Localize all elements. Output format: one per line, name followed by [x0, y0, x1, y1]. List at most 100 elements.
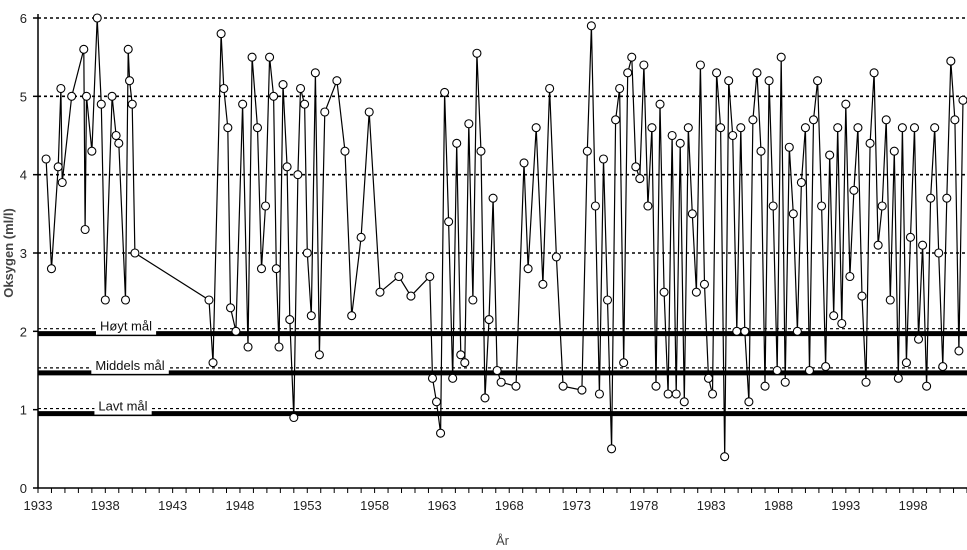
data-point: [300, 99, 310, 109]
data-point: [744, 397, 754, 407]
x-tick-label: 1933: [24, 498, 53, 513]
data-point: [96, 99, 106, 109]
x-tick-label: 1978: [629, 498, 658, 513]
y-tick-label: 5: [20, 89, 27, 104]
data-point: [934, 248, 944, 258]
data-point: [480, 393, 490, 403]
data-point: [320, 107, 330, 117]
data-point: [639, 60, 649, 70]
data-point: [332, 76, 342, 86]
data-point: [772, 365, 782, 376]
data-point: [861, 377, 871, 387]
data-point: [452, 138, 462, 148]
data-point: [285, 315, 295, 325]
data-point: [825, 150, 835, 160]
data-point: [922, 381, 932, 391]
data-point: [873, 240, 883, 250]
data-point: [893, 373, 903, 383]
data-point: [675, 138, 685, 148]
axes: År Oksygen (ml/l) 0 1 2 3 4 5 6 1933 1938 1943 194…: [1, 11, 967, 548]
data-point: [464, 119, 474, 129]
data-point: [53, 162, 63, 172]
reference-line-label: Høyt mål: [100, 319, 152, 334]
data-point: [440, 87, 450, 97]
data-point: [204, 295, 214, 305]
data-point: [364, 107, 374, 117]
y-tick-label: 6: [20, 11, 27, 26]
data-point: [306, 311, 316, 321]
data-point: [256, 264, 267, 274]
data-point: [87, 146, 97, 156]
data-point: [607, 444, 617, 454]
data-point: [79, 44, 89, 54]
data-point: [776, 52, 786, 62]
data-point: [247, 52, 257, 62]
data-point: [611, 115, 621, 125]
x-tick-label: 1943: [158, 498, 187, 513]
data-point: [81, 91, 92, 101]
data-point: [225, 303, 236, 313]
data-point: [111, 130, 121, 141]
data-point: [278, 80, 288, 90]
data-point: [80, 224, 90, 235]
data-point: [120, 295, 131, 305]
data-point: [57, 177, 67, 188]
data-point: [853, 123, 863, 133]
data-point: [699, 279, 710, 289]
y-tick-label: 1: [20, 403, 27, 418]
data-point: [260, 201, 271, 211]
x-tick-label: 1988: [764, 498, 793, 513]
data-point: [829, 311, 839, 321]
data-point: [623, 68, 633, 78]
reference-line-label: Middels mål: [95, 358, 164, 373]
data-point: [736, 123, 746, 133]
x-tick-label: 1968: [495, 498, 524, 513]
data-point: [551, 252, 561, 262]
data-point: [643, 201, 653, 211]
data-point: [800, 123, 810, 133]
data-point: [582, 146, 592, 156]
data-point: [468, 295, 478, 305]
data-point: [926, 193, 936, 203]
data-point: [425, 271, 435, 282]
data-point: [950, 115, 960, 125]
data-point: [663, 389, 673, 399]
data-point: [877, 201, 887, 211]
data-point: [231, 326, 241, 336]
data-point: [484, 315, 494, 325]
data-point: [958, 95, 967, 105]
data-point: [472, 48, 482, 58]
data-point: [841, 99, 851, 109]
data-point: [849, 185, 859, 195]
x-tick-label: 1948: [225, 498, 254, 513]
data-point: [913, 334, 924, 344]
data-point: [107, 91, 117, 101]
data-point: [41, 154, 51, 164]
data-point: [764, 76, 774, 86]
data-point: [788, 209, 798, 219]
data-point: [615, 83, 625, 94]
data-point: [918, 240, 928, 250]
data-point: [724, 76, 734, 86]
x-tick-label: 1953: [293, 498, 322, 513]
data-point: [282, 162, 292, 172]
y-tick-label: 4: [20, 168, 27, 183]
data-point: [695, 60, 705, 70]
data-point: [302, 248, 312, 258]
data-point: [808, 115, 819, 125]
x-tick-label: 1973: [562, 498, 591, 513]
data-point: [897, 123, 907, 133]
data-point: [667, 130, 677, 141]
data-point: [216, 29, 226, 39]
data-point: [909, 123, 920, 133]
data-series: [41, 13, 967, 462]
data-point: [885, 295, 895, 305]
y-axis-title: Oksygen (ml/l): [1, 208, 16, 298]
data-point: [691, 287, 701, 297]
data-point: [703, 373, 714, 383]
data-point: [901, 358, 911, 368]
series-line: [45, 17, 964, 457]
data-point: [942, 193, 952, 203]
data-point: [289, 412, 299, 423]
data-point: [857, 291, 867, 301]
